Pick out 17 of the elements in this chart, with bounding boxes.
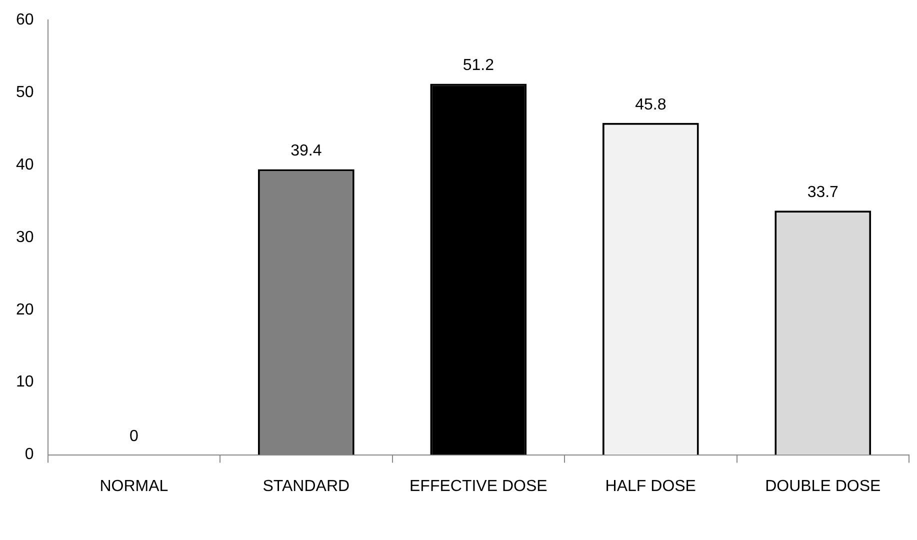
y-tick-label: 40 — [16, 156, 34, 174]
y-tick-label: 0 — [24, 446, 34, 464]
x-tick-label: HALF DOSE — [605, 478, 696, 495]
y-tick-label: 50 — [16, 84, 34, 101]
y-tick-label: 60 — [16, 11, 34, 28]
data-label: 51.2 — [462, 57, 494, 74]
data-label: 39.4 — [290, 142, 322, 160]
y-tick-label: 20 — [16, 301, 34, 318]
data-label: 0 — [129, 428, 138, 446]
x-tick-label: STANDARD — [262, 478, 350, 495]
x-tick-label: EFFECTIVE DOSE — [410, 478, 548, 495]
y-tick-label: 10 — [16, 374, 34, 391]
data-label: 45.8 — [635, 96, 666, 114]
y-tick-label: 30 — [16, 228, 34, 246]
x-tick-label: NORMAL — [100, 478, 168, 495]
data-label: 33.7 — [807, 184, 839, 201]
x-tick-label: DOUBLE DOSE — [765, 478, 881, 495]
